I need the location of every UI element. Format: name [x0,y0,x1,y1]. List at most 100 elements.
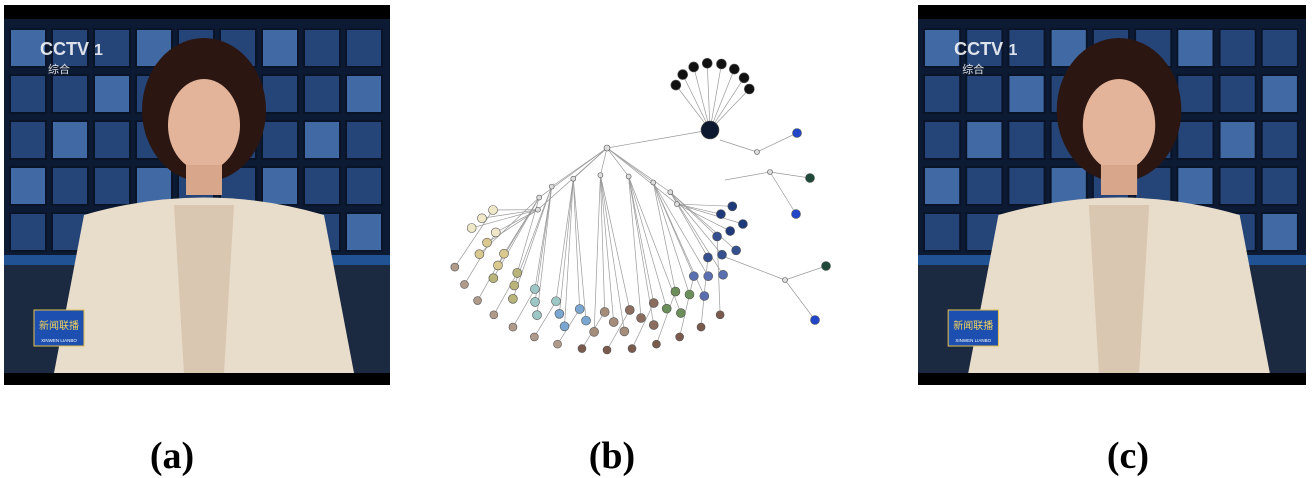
edge [725,172,770,180]
face [168,79,240,171]
node [732,246,741,255]
node [689,272,698,281]
edge [552,148,607,187]
node [649,321,658,330]
edge [487,210,538,243]
node [571,176,576,181]
edge [573,179,586,321]
program-name: 新闻联播 [39,319,79,332]
node [676,309,685,318]
node [530,333,538,341]
monitor [262,75,298,113]
node [662,304,671,313]
edge [573,179,579,309]
top [1089,205,1149,373]
node [537,195,542,200]
node [704,272,713,281]
monitor [304,29,340,67]
node [590,327,599,336]
monitor [1177,167,1213,205]
edge [607,148,629,176]
node [555,309,564,318]
top-bar [4,5,390,19]
node [822,262,831,271]
monitor [924,121,960,159]
node [716,311,724,319]
monitor [346,75,382,113]
node [702,58,712,68]
node [620,327,629,336]
channel-sub: 综合 [962,62,984,76]
node [738,220,747,229]
monitor [304,121,340,159]
monitor [10,167,46,205]
monitor [1262,121,1298,159]
node [718,250,727,259]
panel-label: (c) [1107,435,1149,477]
node [678,70,688,80]
node [792,210,801,219]
channel-number: 1 [1008,42,1017,59]
node [535,207,540,212]
node [689,62,699,72]
node [652,340,660,348]
monitor [1177,75,1213,113]
edge [770,172,810,178]
monitor [924,75,960,113]
node [649,299,658,308]
node [552,297,561,306]
neck [1101,165,1137,195]
node [701,121,719,139]
edge [785,266,826,280]
edge [785,280,815,320]
monitor [346,121,382,159]
node [609,318,618,327]
monitor [1177,121,1213,159]
monitor [262,121,298,159]
monitor [346,167,382,205]
panel-label: (a) [150,435,194,477]
monitor [10,213,46,251]
node [806,174,815,183]
node [728,202,737,211]
channel-logo: CCTV [954,39,1003,59]
node [744,84,754,94]
node [628,345,636,353]
node [668,190,673,195]
top [174,205,234,373]
monitor [1262,213,1298,251]
node [697,323,705,331]
node [489,274,498,283]
node [554,340,562,348]
node [626,174,631,179]
node [509,323,517,331]
monitor [1262,29,1298,67]
monitor [1220,75,1256,113]
monitor [1177,29,1213,67]
program-latin: XINWEN LIANBO [955,338,991,343]
node [530,284,539,293]
bottom-bar [918,373,1306,385]
monitor [924,167,960,205]
node [493,261,502,270]
node [490,311,498,319]
node [560,322,569,331]
face [1083,79,1155,171]
monitor [52,167,88,205]
monitor [1262,75,1298,113]
node [600,307,609,316]
node [451,263,459,271]
monitor [262,29,298,67]
monitor [94,167,130,205]
node [531,297,540,306]
channel-sub: 综合 [48,62,70,76]
node [532,311,541,320]
tree-diagram [451,58,831,354]
monitor [52,121,88,159]
node [676,333,684,341]
edge [656,292,675,345]
node [474,297,482,305]
edge [720,255,785,280]
monitor [1008,121,1044,159]
